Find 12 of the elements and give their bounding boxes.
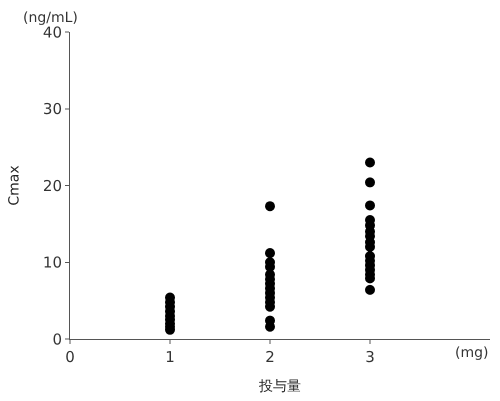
x-tick-label: 2 — [265, 348, 275, 366]
x-tick-label: 0 — [65, 348, 75, 366]
x-tick-label: 1 — [165, 348, 175, 366]
y-tick-label: 30 — [42, 100, 62, 118]
text: (ng/mL) — [23, 10, 78, 26]
x-axis-title: 投与量 — [258, 378, 301, 394]
x-tick-label: 3 — [365, 348, 375, 366]
y-tick-label: 20 — [42, 176, 62, 195]
y-tick-label: 0 — [52, 330, 62, 348]
y-axis-title: Cmax — [6, 165, 23, 206]
y-tick-label: 10 — [42, 254, 62, 272]
text: (mg) — [455, 345, 488, 361]
